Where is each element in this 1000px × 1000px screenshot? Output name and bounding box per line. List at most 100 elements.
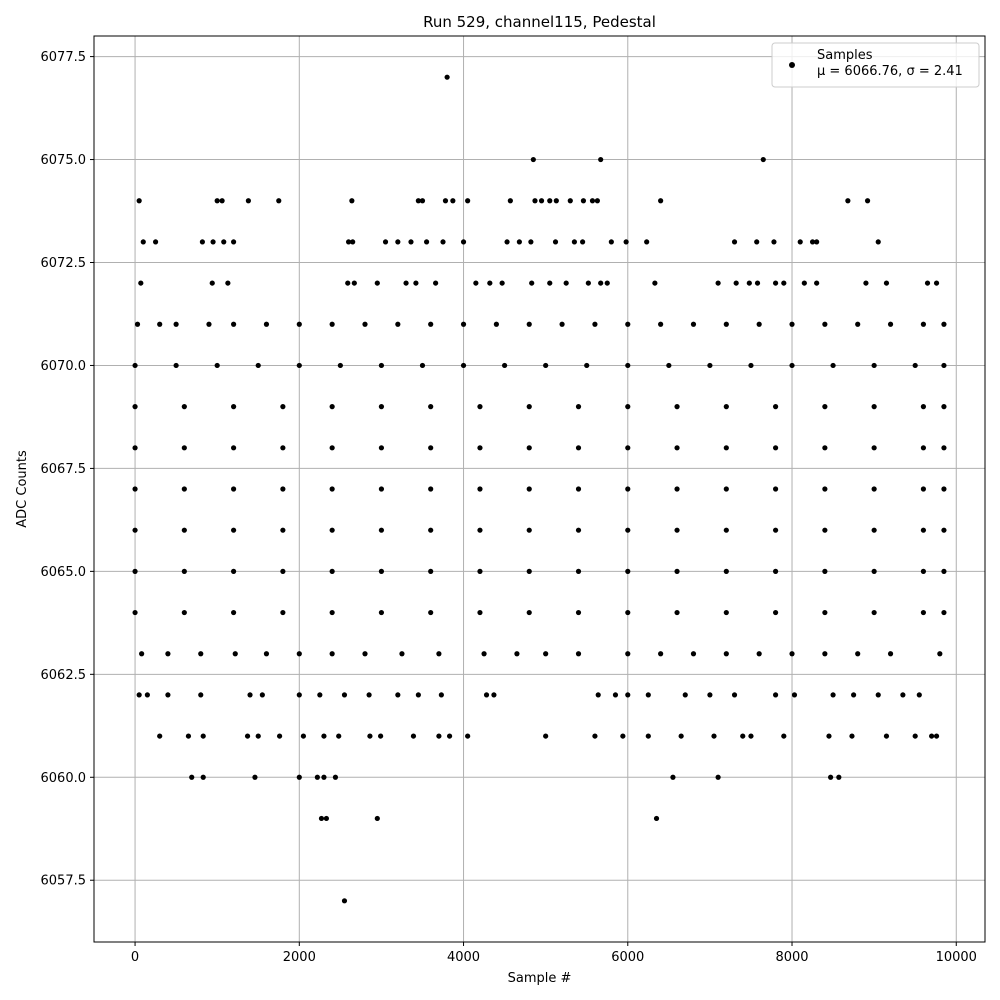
x-axis: 0 2000 4000 6000 8000 10000 bbox=[131, 942, 977, 965]
y-tick-label: 6065.0 bbox=[41, 565, 87, 580]
data-point bbox=[231, 321, 237, 327]
data-point bbox=[199, 239, 205, 245]
data-point bbox=[559, 321, 565, 327]
data-point bbox=[502, 362, 508, 369]
data-point bbox=[822, 445, 828, 451]
data-point bbox=[378, 362, 385, 369]
data-point bbox=[871, 445, 877, 451]
data-point bbox=[132, 486, 138, 492]
data-point bbox=[941, 568, 947, 574]
data-point bbox=[465, 198, 471, 204]
data-point bbox=[871, 486, 877, 492]
data-point bbox=[428, 404, 434, 410]
data-point bbox=[871, 609, 877, 616]
data-point bbox=[723, 527, 729, 533]
data-point bbox=[136, 198, 142, 204]
data-point bbox=[623, 239, 629, 245]
data-point bbox=[329, 527, 335, 533]
data-point bbox=[598, 156, 604, 163]
data-point bbox=[851, 692, 857, 698]
data-point bbox=[138, 280, 144, 286]
data-point bbox=[219, 198, 225, 204]
data-point bbox=[419, 362, 426, 369]
data-point bbox=[450, 198, 456, 204]
data-point bbox=[584, 362, 590, 369]
data-point bbox=[157, 321, 163, 327]
data-point bbox=[875, 692, 881, 698]
data-point bbox=[374, 815, 380, 822]
data-point bbox=[595, 692, 601, 698]
data-point bbox=[428, 321, 434, 327]
data-point bbox=[231, 486, 237, 492]
data-point bbox=[444, 74, 450, 80]
x-tick-label: 0 bbox=[131, 950, 139, 965]
data-point bbox=[139, 651, 145, 657]
data-point bbox=[276, 198, 282, 204]
data-point bbox=[920, 486, 927, 492]
data-point bbox=[814, 280, 820, 286]
data-point bbox=[836, 774, 842, 780]
data-point bbox=[332, 774, 339, 780]
y-tick-label: 6070.0 bbox=[41, 359, 87, 374]
data-point bbox=[871, 527, 877, 533]
data-point bbox=[483, 692, 490, 698]
data-point bbox=[132, 404, 138, 410]
data-point bbox=[349, 198, 355, 204]
data-point bbox=[652, 280, 658, 286]
data-point bbox=[715, 774, 721, 780]
x-tick-label: 10000 bbox=[936, 950, 977, 965]
data-point bbox=[814, 239, 820, 245]
data-point bbox=[690, 321, 697, 327]
data-point bbox=[477, 527, 483, 533]
data-point bbox=[413, 280, 419, 286]
data-point bbox=[329, 321, 335, 327]
data-point bbox=[864, 198, 871, 204]
data-point bbox=[440, 239, 446, 245]
data-point bbox=[589, 198, 596, 204]
data-point bbox=[165, 692, 171, 698]
data-point bbox=[231, 609, 237, 616]
data-point bbox=[526, 321, 532, 327]
data-point bbox=[477, 609, 483, 616]
data-point bbox=[575, 404, 582, 410]
data-point bbox=[362, 321, 368, 327]
data-point bbox=[395, 692, 401, 698]
x-axis-label: Sample # bbox=[508, 971, 572, 986]
data-point bbox=[678, 733, 684, 739]
x-tick-label: 4000 bbox=[447, 950, 480, 965]
data-point bbox=[181, 445, 187, 451]
data-point bbox=[929, 733, 935, 739]
data-point bbox=[438, 692, 444, 698]
data-point bbox=[460, 362, 467, 369]
data-point bbox=[674, 527, 680, 533]
plot-frame bbox=[93, 35, 986, 943]
data-point bbox=[828, 774, 834, 780]
data-point bbox=[329, 486, 335, 492]
data-point bbox=[255, 362, 261, 369]
data-point bbox=[711, 733, 717, 739]
data-point bbox=[225, 280, 231, 286]
data-point bbox=[350, 239, 356, 245]
data-point bbox=[723, 321, 729, 327]
data-point bbox=[756, 321, 762, 327]
data-point bbox=[206, 321, 212, 327]
data-point bbox=[415, 198, 421, 204]
data-point bbox=[433, 280, 439, 286]
y-tick-label: 6062.5 bbox=[41, 668, 87, 683]
data-point bbox=[575, 568, 582, 574]
data-point bbox=[165, 651, 171, 657]
data-point bbox=[189, 774, 195, 780]
data-point bbox=[209, 280, 215, 286]
data-point bbox=[871, 362, 877, 369]
data-point bbox=[592, 733, 598, 739]
data-point bbox=[329, 651, 335, 657]
data-point bbox=[666, 362, 672, 369]
data-point bbox=[403, 280, 409, 286]
data-point bbox=[887, 651, 894, 657]
data-point bbox=[625, 568, 631, 574]
grid bbox=[94, 36, 985, 942]
data-point bbox=[231, 568, 237, 574]
data-point bbox=[620, 733, 626, 739]
data-point bbox=[185, 733, 192, 739]
data-point bbox=[378, 733, 384, 739]
